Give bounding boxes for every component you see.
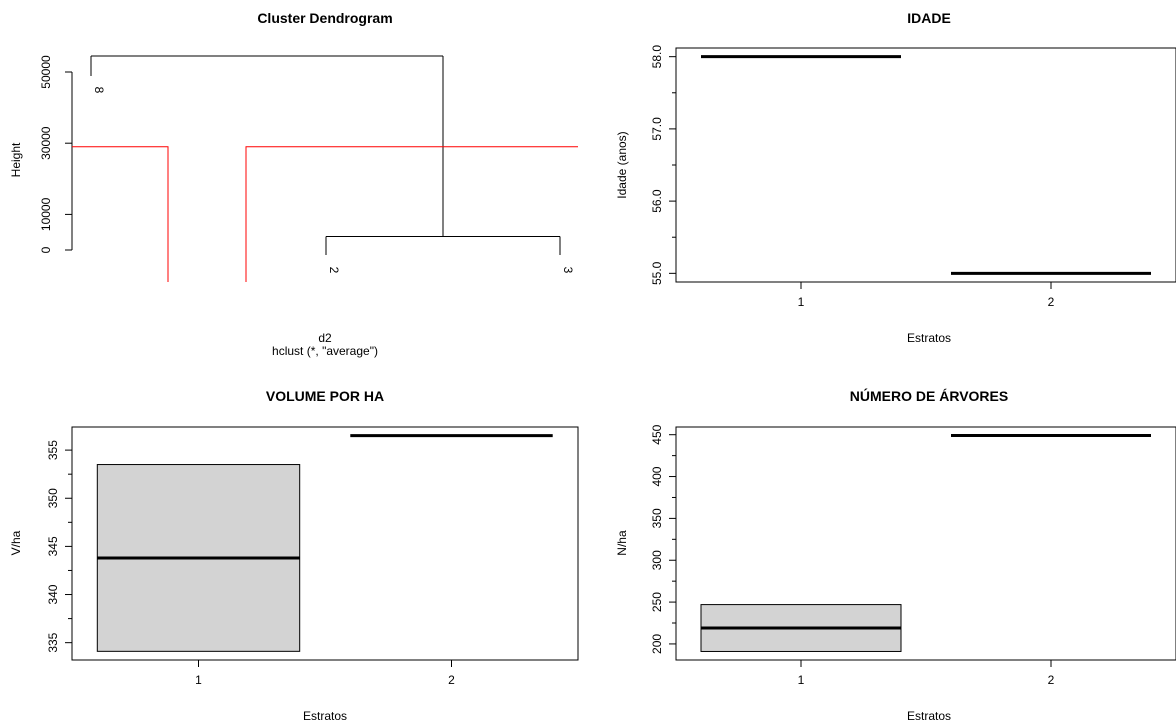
- cluster-box-2: [245, 146, 578, 282]
- x-tick-label: 2: [448, 673, 455, 687]
- arvores-y-label: N/ha: [615, 530, 629, 556]
- y-tick-label: 57.0: [650, 117, 664, 141]
- x-tick-label: 2: [1048, 295, 1055, 309]
- leaf-label: 3: [561, 267, 575, 274]
- x-tick-label: 1: [798, 295, 805, 309]
- volume-boxes: [96, 434, 553, 652]
- y-tick-label: 56.0: [650, 189, 664, 213]
- leaf-label: 8: [92, 87, 106, 94]
- volume-x-label: Estratos: [303, 709, 347, 723]
- y-tick-label: 350: [46, 488, 60, 508]
- idade-y-label: Idade (anos): [615, 131, 629, 198]
- y-tick-label: 250: [650, 592, 664, 612]
- y-tick-label: 355: [46, 440, 60, 460]
- volume-axes: 335 340 345 350 355 1 2: [46, 426, 579, 687]
- arvores-axes: 200 250 300 350 400 450 1 2: [650, 424, 1176, 687]
- x-tick-label: 2: [1048, 673, 1055, 687]
- y-tick-label: 10000: [39, 197, 53, 231]
- y-tick-label: 50000: [39, 55, 53, 89]
- y-tick-label: 335: [46, 632, 60, 652]
- volume-panel: VOLUME POR HA V/ha Estratos 335 340 345 350…: [9, 388, 579, 723]
- y-tick-label: 340: [46, 584, 60, 604]
- plot-frame: [675, 426, 1176, 661]
- dendrogram-leaf-labels: 8 2 3: [92, 87, 575, 274]
- y-tick-label: 300: [650, 550, 664, 570]
- y-tick-label: 55.0: [650, 261, 664, 285]
- dendrogram-tree: [90, 55, 561, 255]
- arvores-title: NÚMERO DE ÁRVORES: [850, 387, 1008, 404]
- dendrogram-title: Cluster Dendrogram: [257, 10, 392, 26]
- y-tick-label: 0: [39, 246, 53, 253]
- arvores-x-label: Estratos: [907, 709, 951, 723]
- y-tick-label: 30000: [39, 126, 53, 160]
- idade-x-label: Estratos: [907, 331, 951, 345]
- idade-title: IDADE: [907, 10, 951, 26]
- y-tick-label: 350: [650, 508, 664, 528]
- arvores-panel: NÚMERO DE ÁRVORES N/ha Estratos 200 250 30…: [615, 387, 1176, 723]
- y-tick-label: 450: [650, 424, 664, 444]
- dendrogram-subtitle: hclust (*, "average"): [272, 344, 378, 358]
- y-tick-label: 200: [650, 634, 664, 654]
- y-tick-label: 400: [650, 466, 664, 486]
- cluster-box-1: [72, 146, 169, 282]
- plot-frame: [71, 426, 579, 661]
- dendrogram-y-axis: 0 10000 30000 50000: [39, 55, 73, 253]
- dendrogram-panel: Cluster Dendrogram Height d2 hclust (*, …: [9, 10, 578, 358]
- y-tick-label: 345: [46, 536, 60, 556]
- plot-frame: [675, 47, 1176, 283]
- idade-axes: 55.0 56.0 57.0 58.0 1 2: [650, 45, 1176, 309]
- volume-title: VOLUME POR HA: [266, 388, 384, 404]
- arvores-boxes: [700, 434, 1151, 652]
- idade-boxes: [701, 55, 1151, 275]
- dendrogram-x-label: d2: [318, 331, 332, 345]
- volume-y-label: V/ha: [9, 530, 23, 555]
- x-tick-label: 1: [798, 673, 805, 687]
- idade-panel: IDADE Idade (anos) Estratos 55.0 56.0 57.0…: [615, 10, 1176, 345]
- x-tick-label: 1: [195, 673, 202, 687]
- y-tick-label: 58.0: [650, 45, 664, 69]
- dendrogram-y-label: Height: [9, 142, 23, 177]
- dendrogram-cluster-boxes: [72, 146, 578, 282]
- leaf-label: 2: [327, 267, 341, 274]
